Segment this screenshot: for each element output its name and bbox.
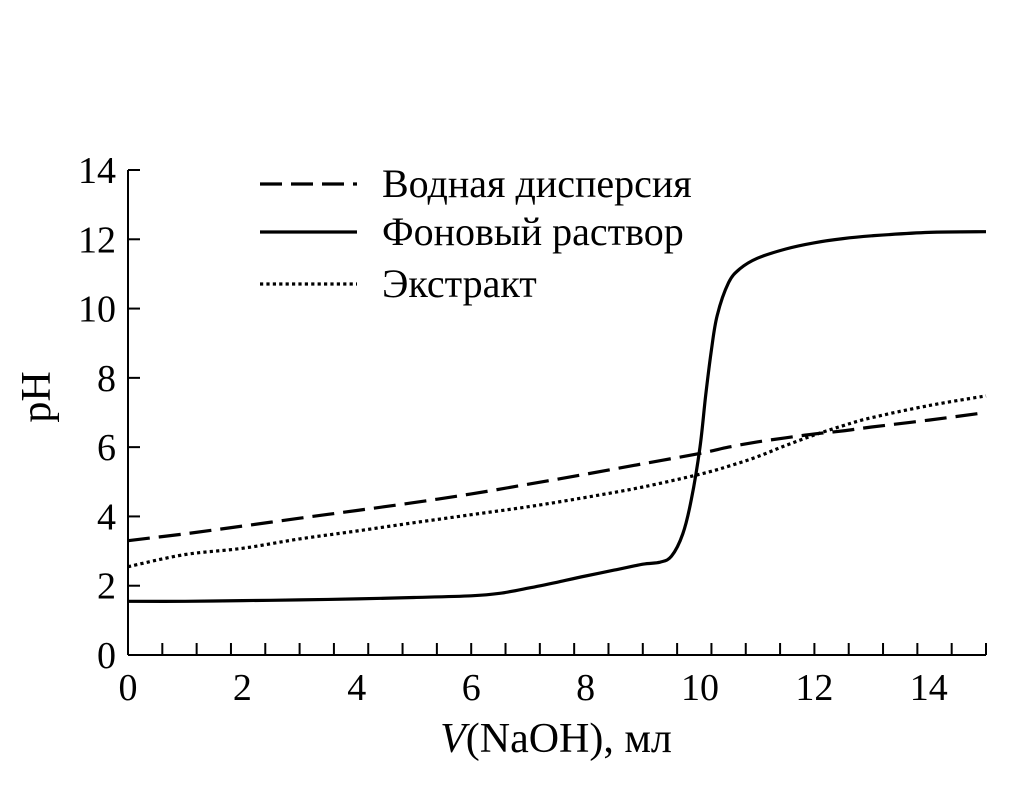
- x-axis-title: V(NaOH), мл: [440, 716, 672, 762]
- y-tick-label: 4: [97, 496, 116, 538]
- legend-label-3: Экстракт: [382, 261, 537, 306]
- legend-label-1: Водная дисперсия: [382, 161, 692, 206]
- x-tick-label: 6: [462, 667, 481, 709]
- x-axis-title-rest: (NaOH), мл: [466, 716, 672, 762]
- x-tick-label: 4: [347, 667, 366, 709]
- series-layer: [127, 230, 987, 603]
- y-tick-label: 2: [97, 566, 116, 608]
- y-axis-title: pH: [14, 371, 60, 422]
- y-tick-label: 14: [78, 150, 116, 192]
- series-line-2: [127, 230, 987, 603]
- y-tick-label: 12: [78, 219, 116, 261]
- legend-label-2: Фоновый раствор: [382, 209, 684, 254]
- x-axis-title-italic: V: [440, 716, 470, 762]
- series-line-1: [127, 410, 987, 543]
- x-tick-label: 8: [576, 667, 595, 709]
- axes: 0 2 4 6 8 10 12 14 0 2 4 6 8 10 12 14: [78, 150, 987, 709]
- x-ticks: 0 2 4 6 8 10 12 14: [119, 643, 987, 709]
- x-tick-label: 0: [119, 667, 138, 709]
- x-tick-label: 12: [795, 667, 833, 709]
- x-tick-label: 2: [233, 667, 252, 709]
- x-tick-label: 14: [910, 667, 948, 709]
- y-ticks: 0 2 4 6 8 10 12 14: [78, 150, 140, 677]
- y-tick-label: 10: [78, 289, 116, 331]
- x-tick-label: 10: [681, 667, 719, 709]
- series-line-3: [127, 394, 987, 569]
- y-tick-label: 0: [97, 635, 116, 677]
- y-tick-label: 6: [97, 427, 116, 469]
- y-tick-label: 8: [97, 358, 116, 400]
